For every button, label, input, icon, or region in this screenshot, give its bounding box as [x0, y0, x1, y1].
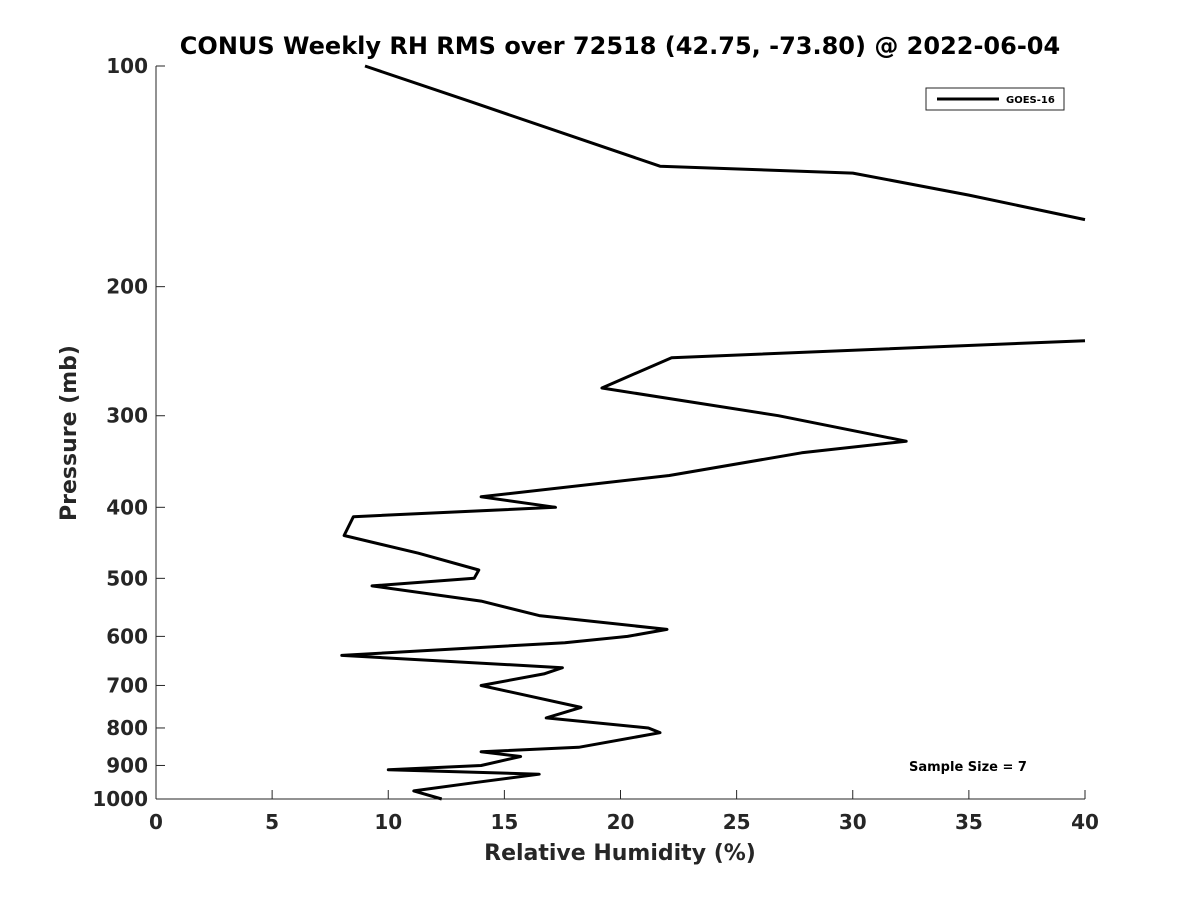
legend-label: GOES-16	[1006, 95, 1055, 106]
y-axis-label: Pressure (mb)	[57, 345, 82, 521]
legend: GOES-16	[925, 87, 1065, 111]
x-tick-label: 30	[839, 810, 867, 834]
y-tick-label: 600	[106, 624, 148, 648]
y-tick-label: 200	[106, 275, 148, 299]
y-tick-label: 700	[106, 673, 148, 697]
x-tick-label: 20	[607, 810, 635, 834]
y-axis: 100 200 300 400 500 600 700 800 900 1000	[92, 54, 165, 811]
y-tick-label: 900	[106, 753, 148, 777]
x-axis: 0 5 10 15 20 25 30 35 40	[149, 790, 1099, 834]
x-tick-label: 5	[265, 810, 279, 834]
y-tick-label: 300	[106, 404, 148, 428]
y-tick-label: 1000	[92, 787, 148, 811]
series-layer	[340, 64, 1086, 801]
x-tick-label: 35	[955, 810, 983, 834]
plot-background	[156, 66, 1085, 799]
chart-title: CONUS Weekly RH RMS over 72518 (42.75, -…	[180, 32, 1060, 60]
x-tick-label: 0	[149, 810, 163, 834]
plot-area	[155, 66, 1085, 800]
series-line-goes-16	[340, 339, 1086, 801]
x-tick-label: 15	[490, 810, 518, 834]
x-axis-label: Relative Humidity (%)	[484, 841, 756, 866]
x-tick-label: 40	[1071, 810, 1099, 834]
x-tick-label: 25	[723, 810, 751, 834]
x-tick-label: 10	[374, 810, 402, 834]
y-tick-label: 400	[106, 495, 148, 519]
sample-size-annotation: Sample Size = 7	[909, 760, 1027, 775]
y-tick-label: 800	[106, 716, 148, 740]
series-line-goes-16	[364, 64, 1086, 222]
y-tick-label: 500	[106, 566, 148, 590]
y-tick-label: 100	[106, 54, 148, 78]
